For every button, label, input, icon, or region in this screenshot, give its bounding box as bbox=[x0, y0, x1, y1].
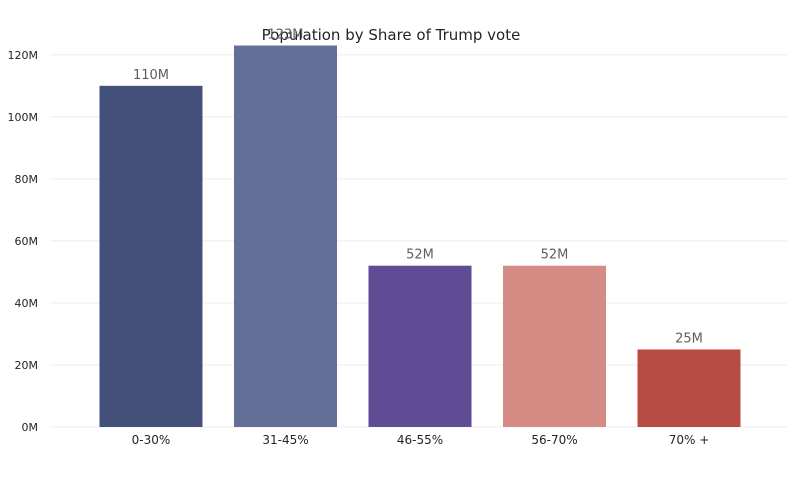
x-category-label: 56-70% bbox=[531, 433, 577, 447]
bar-4 bbox=[503, 265, 606, 427]
x-category-label: 46-55% bbox=[397, 433, 443, 447]
y-tick-label: 60M bbox=[15, 235, 39, 248]
y-tick-label: 20M bbox=[15, 359, 39, 372]
bar-3 bbox=[368, 265, 472, 427]
y-axis-ticks: 0M 20M 40M 60M 80M 100M 120M bbox=[8, 49, 39, 434]
bar-5 bbox=[637, 349, 741, 427]
bars bbox=[99, 45, 741, 427]
data-label: 25M bbox=[675, 331, 703, 346]
y-tick-label: 120M bbox=[8, 49, 39, 62]
data-label: 123M bbox=[267, 28, 303, 43]
data-labels: 110M 123M 52M 52M 25M bbox=[133, 28, 703, 347]
x-category-label: 0-30% bbox=[132, 433, 171, 447]
x-category-label: 31-45% bbox=[262, 433, 308, 447]
bar-2 bbox=[234, 45, 337, 427]
bar-1 bbox=[99, 85, 203, 427]
y-tick-label: 40M bbox=[15, 297, 39, 310]
x-category-label: 70% + bbox=[669, 433, 710, 447]
data-label: 52M bbox=[541, 248, 569, 263]
y-tick-label: 100M bbox=[8, 111, 39, 124]
x-axis-categories: 0-30% 31-45% 46-55% 56-70% 70% + bbox=[132, 433, 710, 447]
data-label: 110M bbox=[133, 68, 169, 83]
y-tick-label: 80M bbox=[15, 173, 39, 186]
y-tick-label: 0M bbox=[22, 421, 39, 434]
chart-title: Population by Share of Trump vote bbox=[262, 26, 521, 44]
data-label: 52M bbox=[406, 248, 434, 263]
